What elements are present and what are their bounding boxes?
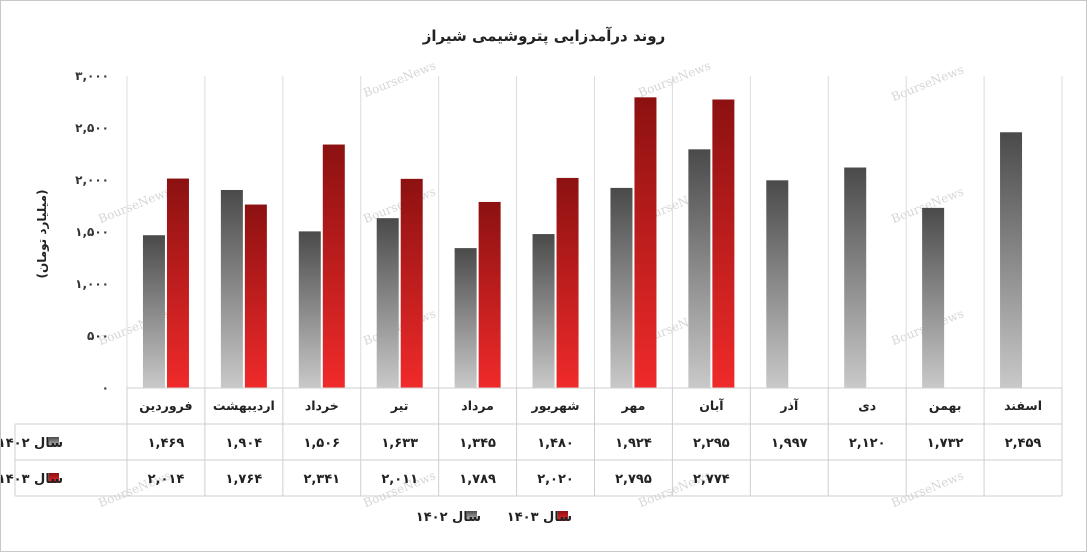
bar-1402 — [298, 231, 321, 388]
data-label: ۲,۱۲۰ — [849, 436, 886, 451]
category-label: مهر — [621, 398, 646, 413]
bar-1402 — [220, 189, 243, 388]
category-label: خرداد — [305, 398, 339, 413]
bar-1402 — [142, 235, 165, 388]
watermark-text: BourseNews — [361, 306, 437, 348]
watermark-text: BourseNews — [96, 184, 172, 226]
category-label: آذر — [779, 398, 799, 413]
data-label: ۲,۲۹۵ — [693, 436, 730, 451]
bar-1402 — [922, 207, 945, 388]
bar-1402 — [532, 234, 555, 388]
watermark-text: BourseNews — [636, 58, 712, 100]
bar-1403 — [634, 97, 657, 388]
category-label: آبان — [699, 398, 724, 413]
bar-1402 — [844, 167, 867, 388]
legend: سال ۱۴۰۳ سال ۱۴۰۲ — [416, 510, 572, 525]
data-label: ۲,۰۲۰ — [537, 472, 574, 487]
data-label: ۱,۷۸۹ — [459, 472, 496, 487]
bar-1402 — [766, 180, 789, 388]
y-axis-label: (میلیارد تومان) — [35, 189, 50, 278]
data-label: ۱,۳۴۵ — [459, 436, 496, 451]
data-label: ۱,۵۰۶ — [303, 436, 340, 451]
bar-1403 — [244, 204, 267, 388]
category-label: فروردین — [139, 398, 192, 413]
bar-1402 — [610, 187, 633, 388]
category-label: اسفند — [1004, 398, 1042, 413]
data-label: ۱,۷۶۴ — [226, 472, 263, 487]
data-label: ۱,۶۳۳ — [381, 436, 418, 451]
y-tick-label: ۳,۰۰۰ — [75, 69, 109, 83]
bar-1403 — [166, 178, 189, 388]
data-label: ۲,۰۱۴ — [148, 472, 185, 487]
table-swatch-1402 — [49, 437, 59, 447]
y-axis-ticks: ۰ ۵۰۰ ۱,۰۰۰ ۱,۵۰۰ ۲,۰۰۰ ۲,۵۰۰ ۳,۰۰۰ — [75, 69, 109, 395]
legend-swatch-1402 — [467, 511, 477, 521]
data-label: ۲,۷۷۴ — [693, 472, 730, 487]
y-tick-label: ۰ — [102, 381, 109, 395]
bar-1402 — [688, 149, 711, 388]
legend-label-1403: سال ۱۴۰۳ — [507, 510, 572, 525]
category-label: دی — [858, 398, 876, 413]
data-label: ۱,۹۹۷ — [771, 436, 808, 451]
grid-lines — [126, 76, 1063, 389]
data-table: فروردین اردیبهشت خرداد تیر مرداد شهریور مهر آبا… — [1, 387, 1063, 497]
data-label: ۱,۹۲۴ — [615, 436, 652, 451]
bar-1403 — [556, 177, 579, 388]
category-label: اردیبهشت — [213, 398, 275, 413]
category-label: تیر — [390, 398, 409, 413]
category-label: شهریور — [531, 398, 580, 413]
table-swatch-1403 — [49, 473, 59, 483]
bar-1403 — [478, 201, 501, 388]
chart-title: روند درآمدزایی پتروشیمی شیراز — [422, 27, 665, 46]
watermark-text: BourseNews — [889, 62, 965, 104]
legend-label-1402: سال ۱۴۰۲ — [416, 510, 481, 525]
category-label: مرداد — [461, 398, 494, 413]
y-tick-label: ۲,۰۰۰ — [75, 173, 109, 187]
bars-layer — [142, 97, 1023, 388]
bar-1402 — [454, 248, 477, 388]
data-label: ۲,۰۱۱ — [381, 472, 418, 487]
series-name-label: سال ۱۴۰۲ — [1, 436, 63, 451]
bar-1403 — [322, 144, 345, 388]
data-label: ۱,۹۰۴ — [226, 436, 263, 451]
data-label: ۲,۷۹۵ — [615, 472, 652, 487]
y-tick-label: ۱,۵۰۰ — [75, 225, 109, 239]
data-label: ۱,۴۶۹ — [148, 436, 185, 451]
watermark-text: BourseNews — [361, 58, 437, 100]
data-label: ۲,۴۵۹ — [1005, 436, 1042, 451]
bar-1402 — [376, 218, 399, 388]
watermark-text: BourseNews — [889, 468, 965, 510]
bar-1402 — [1000, 132, 1023, 388]
legend-swatch-1403 — [558, 511, 568, 521]
data-label: ۱,۷۳۲ — [927, 436, 964, 451]
category-label: بهمن — [929, 398, 962, 413]
y-tick-label: ۱,۰۰۰ — [75, 277, 109, 291]
bar-1403 — [712, 99, 735, 388]
y-tick-label: ۵۰۰ — [87, 329, 109, 343]
series-name-label: سال ۱۴۰۳ — [1, 472, 63, 487]
data-label: ۱,۴۸۰ — [537, 436, 574, 451]
watermark-text: BourseNews — [361, 184, 437, 226]
bar-1403 — [400, 178, 423, 388]
data-label: ۲,۳۴۱ — [303, 472, 340, 487]
y-tick-label: ۲,۵۰۰ — [75, 121, 109, 135]
